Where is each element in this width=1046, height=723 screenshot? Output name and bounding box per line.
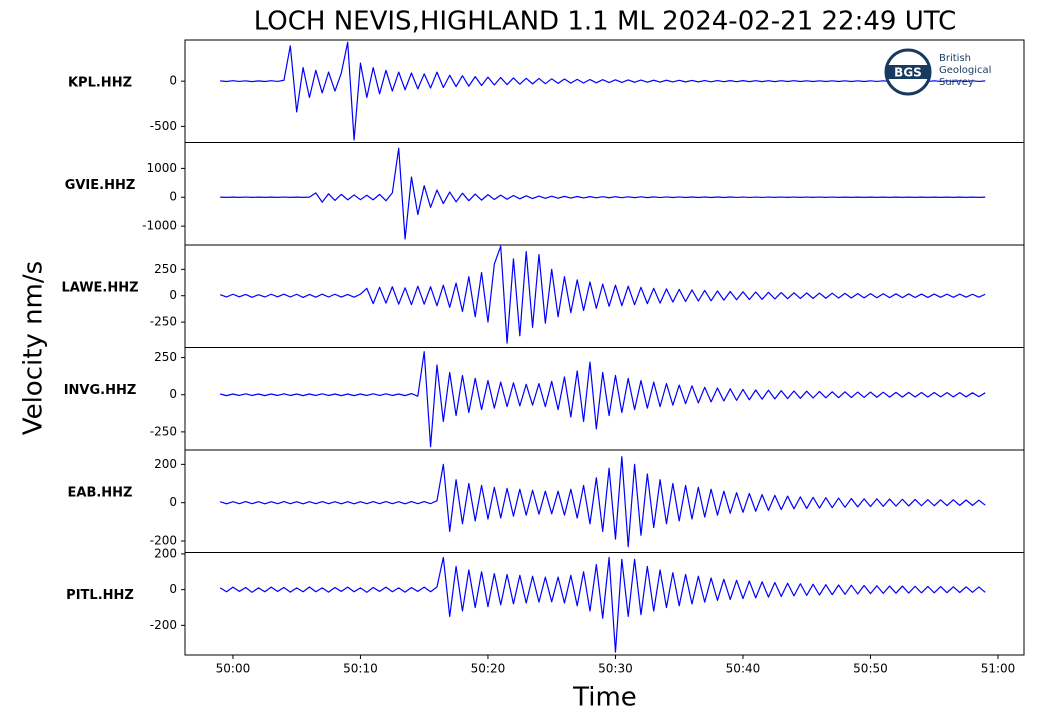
waveform [220,147,986,240]
y-tick-label: 0 [169,288,177,302]
x-tick-label: 50:00 [216,662,251,676]
logo-text: Geological [939,65,991,76]
station-label: KPL.HHZ [68,76,132,91]
station-label: GVIE.HHZ [65,178,136,193]
y-tick-label: 0 [169,387,177,401]
waveform [220,41,986,141]
logo-text: British [939,53,971,64]
y-tick-label: -250 [150,315,177,329]
y-tick-label: 250 [154,262,177,276]
panel-frame [184,142,1025,246]
waveform [220,351,986,448]
chart-title: LOCH NEVIS,HIGHLAND 1.1 ML 2024-02-21 22… [254,7,957,37]
x-tick-label: 50:40 [726,662,761,676]
station-label: INVG.HHZ [64,383,137,398]
panel-frame [184,244,1025,348]
y-tick-label: -200 [150,618,177,632]
waveform [220,456,986,548]
station-label: PITL.HHZ [66,588,134,603]
y-axis-label: Velocity nm/s [19,261,49,435]
y-tick-label: -500 [150,119,177,133]
logo-text: Survey [939,77,974,88]
panel-frame [184,347,1025,451]
x-tick-label: 51:00 [981,662,1016,676]
waveform [219,556,986,653]
y-tick-label: 200 [154,546,177,560]
y-tick-label: -200 [150,534,177,548]
panel-frame [184,552,1025,656]
y-tick-label: 200 [154,457,177,471]
y-tick-label: 0 [169,74,177,88]
station-label: EAB.HHZ [68,486,133,501]
x-tick-label: 50:50 [853,662,888,676]
y-tick-label: 0 [169,582,177,596]
station-label: LAWE.HHZ [61,281,138,296]
y-tick-label: -250 [150,424,177,438]
x-tick-label: 50:30 [598,662,633,676]
x-tick-label: 50:20 [471,662,506,676]
y-tick-label: 1000 [146,161,177,175]
y-tick-label: 0 [169,190,177,204]
x-axis-label: Time [572,683,637,713]
panel-frame [184,449,1025,553]
y-tick-label: -1000 [142,219,177,233]
logo-abbr: BGS [894,66,922,80]
y-tick-label: 250 [154,350,177,364]
y-tick-label: 0 [169,495,177,509]
x-tick-label: 50:10 [343,662,378,676]
logo-band [886,65,930,79]
logo: BGS British Geological Survey [884,48,991,96]
waveform [219,245,986,344]
